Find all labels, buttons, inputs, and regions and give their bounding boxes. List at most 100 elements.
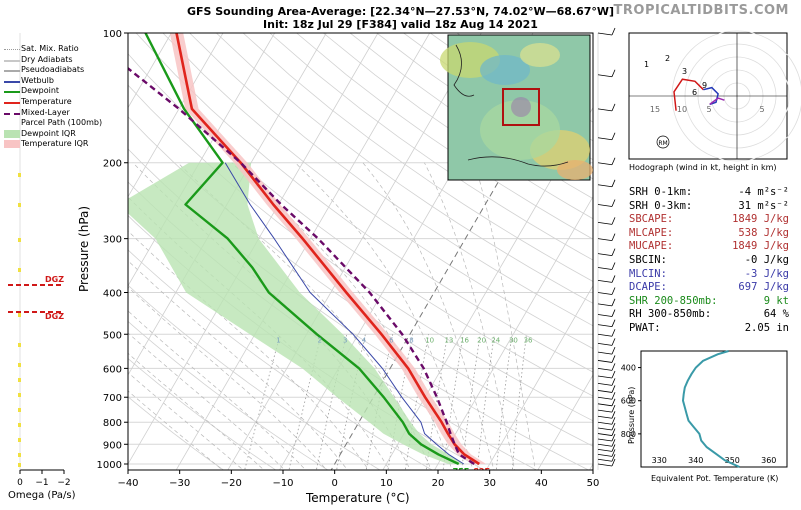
wind-barb <box>597 309 616 317</box>
dry-adiabat <box>128 84 593 422</box>
legend-item: Mixed-Layer Parcel Path (100mb) <box>3 108 102 129</box>
legend-label: Temperature <box>21 96 72 106</box>
mixing-ratio-line <box>365 334 393 470</box>
legend-item: Dewpoint IQR <box>3 129 102 140</box>
omega-bar <box>18 453 21 457</box>
wind-barb <box>597 454 616 462</box>
wind-barb <box>597 458 616 467</box>
map-coastline <box>453 44 569 167</box>
index-row: PWAT: 2.05 in <box>629 322 789 336</box>
wind-barb <box>597 27 616 36</box>
index-value: -3 J/kg <box>744 267 789 280</box>
hodograph-ring-label: 5 <box>706 105 711 114</box>
barb-flag <box>611 298 616 306</box>
map-area-box <box>502 88 540 126</box>
barb-flag <box>611 217 616 225</box>
map-field <box>520 43 560 67</box>
omega-bar <box>18 363 21 367</box>
legend-swatch <box>3 65 21 75</box>
y-tick-label: 400 <box>103 288 122 299</box>
barb-flag <box>611 428 616 436</box>
legend-item: Temperature IQR <box>3 139 102 150</box>
index-row: SRH 0-3km: 31 m²s⁻² <box>629 200 789 214</box>
index-value: 1849 J/kg <box>732 240 789 253</box>
isotherm <box>485 285 593 470</box>
pseudoadiabat <box>295 162 474 470</box>
pseudoadiabat <box>362 162 495 470</box>
wind-barb <box>597 444 616 452</box>
barb-staff <box>597 454 613 457</box>
legend-swatch <box>3 97 21 107</box>
theta-e-ytick-label: 600 <box>621 397 636 406</box>
theta-e-ytick-label: 400 <box>621 364 636 373</box>
index-row: RH 300-850mb: 64 % <box>629 308 789 322</box>
index-value: -0 J/kg <box>744 253 789 266</box>
wind-barb <box>597 398 616 407</box>
omega-bar <box>18 173 21 177</box>
index-label: SBCIN: <box>629 253 667 266</box>
dry-adiabat <box>128 53 593 397</box>
barb-flag <box>611 411 616 419</box>
theta-e-ytick-label: 800 <box>621 430 636 439</box>
barb-staff <box>597 375 613 379</box>
barb-staff <box>597 409 613 413</box>
indices-table: SRH 0-1km: -4 m²s⁻² SRH 0-3km: 31 m²s⁻² SBCA… <box>629 186 789 336</box>
barb-staff <box>597 253 613 257</box>
surface-temperature-label: 82F <box>473 467 490 476</box>
index-label: MLCIN: <box>629 267 667 280</box>
legend: Sat. Mix. Ratio Dry Adiabats Pseudoadiabat… <box>3 44 102 150</box>
y-tick-label: 500 <box>103 330 122 341</box>
pseudoadiabat <box>474 162 536 470</box>
theta-e-xtick: 350 <box>725 456 740 465</box>
barb-staff <box>597 32 613 36</box>
mixing-ratio-label: 10 <box>425 337 434 345</box>
dry-adiabat <box>269 33 593 261</box>
omega-bar <box>18 238 21 242</box>
hodograph-ring-label: 15 <box>650 105 660 114</box>
isotherm <box>175 33 430 470</box>
barb-staff <box>597 382 613 386</box>
index-row: MLCAPE: 538 J/kg <box>629 227 789 241</box>
y-tick-label: 800 <box>103 418 122 429</box>
isotherm <box>128 33 275 287</box>
omega-bar <box>18 203 21 207</box>
index-value: 31 m²s⁻² <box>738 199 789 212</box>
barb-staff <box>597 74 613 78</box>
barb-staff <box>597 204 613 207</box>
barb-flag <box>611 422 616 431</box>
chart-title: GFS Sounding Area-Average: [22.34°N—27.5… <box>186 5 615 18</box>
mixing-ratio-label: 30 <box>509 337 518 345</box>
barb-staff <box>597 360 613 363</box>
dry-adiabat <box>162 33 593 350</box>
dgz-label: DGZ <box>45 275 64 284</box>
omega-bar <box>18 463 21 467</box>
mixing-ratio-label: 1 <box>276 337 280 345</box>
theta-e-ylabel: Pressure (hPa) <box>627 386 636 444</box>
dry-adiabat <box>135 33 593 373</box>
brand-logo[interactable]: TROPICALTIDBITS.COM <box>613 3 789 18</box>
dewpoint-iqr <box>128 162 464 464</box>
legend-swatch <box>3 86 21 96</box>
x-tick-label: −20 <box>221 478 242 489</box>
omega-bar <box>18 393 21 397</box>
wind-barb <box>597 217 616 225</box>
wind-barb <box>597 287 616 295</box>
barb-staff <box>597 449 613 452</box>
storm-motion-label: RM <box>658 140 667 147</box>
barb-flag <box>611 385 616 393</box>
wind-barb <box>597 346 616 355</box>
isotherm <box>537 374 593 470</box>
legend-label: Temperature IQR <box>21 139 89 149</box>
dgz-label: DGZ <box>45 312 64 321</box>
mixing-ratio-line <box>288 334 322 470</box>
wind-barb <box>597 355 616 363</box>
theta-e-frame <box>640 350 788 468</box>
barb-flag <box>611 458 616 467</box>
hodograph-trace <box>709 97 725 106</box>
theta-e-xtick: 340 <box>688 456 703 465</box>
barb-staff <box>597 108 613 112</box>
omega-bar <box>18 378 21 382</box>
wind-barb <box>597 385 616 393</box>
skewt-frame <box>127 32 594 471</box>
x-tick-label: 50 <box>587 478 600 489</box>
